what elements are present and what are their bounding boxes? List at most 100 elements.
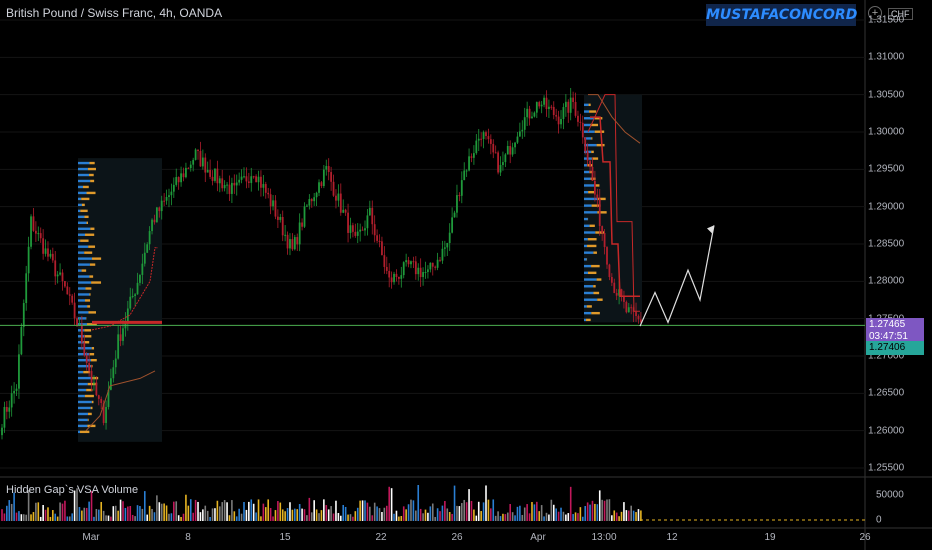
candle-body [175, 177, 178, 185]
profile-right-bar [584, 103, 589, 107]
profile-right-bar [591, 157, 599, 160]
volume-bar [623, 502, 625, 521]
candle-body [347, 212, 349, 233]
profile-left-bar [78, 358, 92, 362]
candle-body [419, 267, 422, 278]
time-tick-label: 26 [451, 532, 463, 543]
profile-left-bar [84, 215, 89, 219]
volume-bar [20, 514, 23, 521]
candle-body [260, 176, 262, 188]
candle-body [231, 182, 233, 194]
candle-body [8, 407, 11, 412]
candle-body [93, 382, 95, 384]
candle-body [39, 233, 42, 239]
volume-bar [61, 503, 64, 521]
candle-body [623, 296, 625, 302]
candle-body [637, 316, 640, 320]
candle-body [131, 296, 134, 298]
candle-body [293, 237, 296, 250]
volume-bar [306, 515, 308, 521]
profile-right-bar [584, 238, 588, 241]
volume-bar [494, 515, 497, 521]
profile-left-bar [89, 161, 95, 165]
profile-left-bar [88, 245, 96, 248]
volume-bar [514, 515, 516, 521]
price-tick-label: 1.26000 [868, 425, 905, 437]
candle-body [342, 209, 345, 213]
candle-body [25, 273, 28, 304]
volume-bar [378, 508, 381, 521]
volume-bar [240, 513, 243, 521]
profile-left-bar [91, 257, 102, 260]
candle-body [429, 262, 432, 270]
profile-right-bar [591, 264, 600, 268]
volume-bar [90, 490, 93, 521]
candle-body [83, 342, 86, 356]
volume-bar [506, 512, 509, 521]
volume-bar [3, 513, 6, 521]
profile-left-bar [86, 191, 96, 195]
profile-left-bar [80, 430, 90, 434]
volume-bar [632, 510, 635, 521]
candle-body [10, 393, 13, 408]
profile-left-bar [87, 418, 89, 422]
profile-left-bar [78, 239, 81, 242]
profile-left-bar [78, 424, 88, 428]
volume-bar [371, 515, 374, 521]
candle-body [136, 282, 139, 295]
profile-right-bar [596, 278, 602, 281]
candle-body [596, 194, 599, 199]
candle-body [262, 184, 265, 188]
profile-left-bar [78, 275, 90, 278]
candle-body [373, 224, 376, 236]
volume-bar [567, 513, 570, 521]
profile-left-bar [78, 251, 85, 254]
profile-left-bar [82, 185, 89, 189]
profile-left-bar [78, 209, 81, 213]
band-right [587, 94, 640, 312]
candle-body [574, 101, 577, 116]
volume-bar [533, 504, 536, 521]
volume-bar [204, 505, 207, 521]
volume-profiles [78, 94, 642, 442]
profile-left-bar [78, 191, 87, 195]
profile-left-bar [84, 394, 94, 398]
candle-body [276, 216, 279, 220]
volume-bar [415, 510, 417, 521]
profile-right-bar [584, 137, 592, 140]
candle-body [158, 207, 161, 212]
candles [1, 87, 642, 440]
profile-right-bar [584, 190, 589, 194]
profile-right-bar [593, 285, 596, 288]
volume-bar [59, 502, 61, 521]
volume-bar [436, 508, 439, 521]
volume-bar [163, 503, 165, 521]
candle-body [245, 176, 248, 182]
profile-right-bar [594, 184, 600, 187]
volume-bar [173, 501, 175, 521]
candle-body [557, 116, 560, 125]
volume-bar [557, 511, 560, 521]
volume-bar [330, 506, 332, 521]
candle-body [32, 216, 35, 231]
add-icon[interactable]: + [868, 6, 882, 20]
volume-bar [366, 502, 369, 521]
volume-bar [223, 500, 226, 521]
candle-body [112, 367, 115, 379]
volume-bar [523, 507, 526, 521]
candle-body [291, 239, 294, 250]
volume-bar [168, 513, 170, 521]
volume-bar [117, 510, 119, 521]
candle-body [356, 231, 359, 236]
volume-bar [185, 494, 187, 521]
profile-left-bar [87, 412, 92, 416]
candle-body [61, 272, 64, 282]
profile-right-bar [589, 110, 597, 113]
candle-body [211, 176, 214, 181]
volume-bar [272, 516, 274, 521]
volume-bar [427, 512, 429, 521]
volume-bar [456, 505, 458, 521]
volume-bar [110, 516, 112, 521]
candle-body [238, 179, 241, 183]
